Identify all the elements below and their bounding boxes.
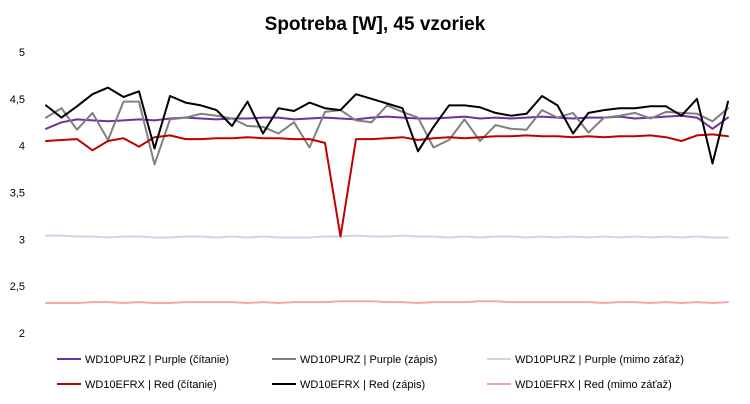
y-tick-label: 2,5 (10, 281, 25, 293)
legend-label: WD10PURZ | Purple (čítanie) (85, 354, 229, 366)
legend-label: WD10PURZ | Purple (mimo záťaž) (515, 354, 684, 366)
y-tick-label: 3,5 (10, 188, 25, 200)
series-line-2 (45, 100, 729, 166)
y-tick-label: 4,5 (10, 94, 25, 106)
y-tick-label: 5 (19, 47, 25, 59)
series-line-6 (45, 300, 729, 304)
legend-item: WD10PURZ | Purple (zápis) (272, 354, 437, 366)
legend-label: WD10EFRX | Red (mimo záťaž) (515, 379, 672, 391)
y-tick-label: 2 (19, 328, 25, 340)
legend-label: WD10PURZ | Purple (zápis) (300, 354, 437, 366)
y-axis: 2 2,5 3 3,5 4 4,5 5 (10, 47, 25, 340)
y-tick-label: 4 (19, 141, 25, 153)
plot-area (45, 86, 729, 304)
legend-item: WD10PURZ | Purple (čítanie) (57, 354, 229, 366)
legend-label: WD10EFRX | Red (zápis) (300, 379, 425, 391)
legend-label: WD10EFRX | Red (čítanie) (85, 379, 217, 391)
series-line-3 (45, 234, 729, 239)
legend-item: WD10EFRX | Red (čítanie) (57, 379, 217, 391)
legend: WD10PURZ | Purple (čítanie) WD10PURZ | Pu… (57, 354, 684, 391)
chart-title: Spotreba [W], 45 vzoriek (265, 14, 486, 35)
legend-item: WD10EFRX | Red (mimo záťaž) (487, 379, 672, 391)
y-tick-label: 3 (19, 234, 25, 246)
legend-item: WD10PURZ | Purple (mimo záťaž) (487, 354, 684, 366)
series-line-4 (45, 133, 729, 238)
series-line-5 (45, 86, 729, 165)
legend-item: WD10EFRX | Red (zápis) (272, 379, 425, 391)
